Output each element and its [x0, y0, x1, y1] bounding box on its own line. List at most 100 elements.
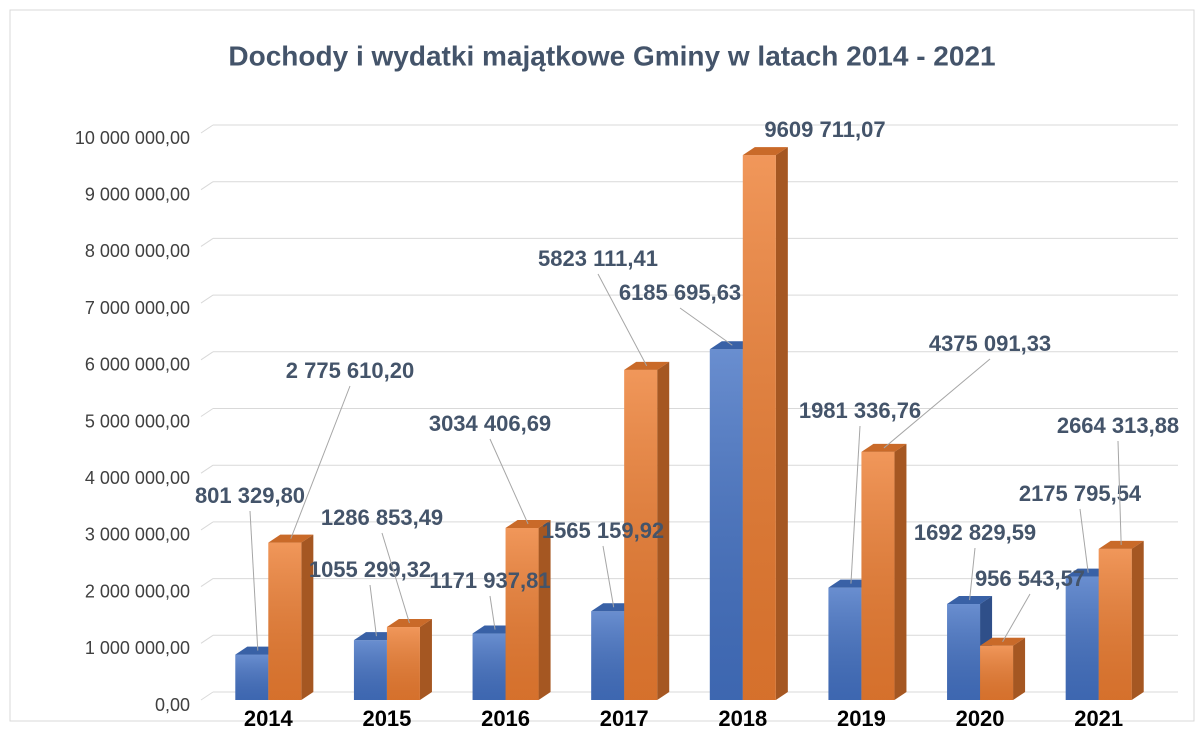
bar-side — [657, 361, 670, 700]
bar-side-shade — [657, 361, 670, 700]
bar-front-shade — [268, 542, 302, 700]
leader-line — [489, 595, 496, 630]
x-tick-label: 2016 — [481, 706, 530, 731]
y-tick-label: 6 000 000,00 — [85, 355, 190, 375]
bar-side-shade — [775, 147, 788, 700]
bar-side-shade — [894, 443, 907, 700]
bar-side-shade — [419, 619, 432, 700]
leader-line — [290, 385, 351, 539]
x-tick-label: 2019 — [837, 706, 886, 731]
bar-front-shade — [947, 604, 981, 700]
data-label: 4375 091,33 — [929, 331, 1051, 356]
bar-side — [1013, 637, 1026, 700]
bar-front-shade — [235, 654, 269, 700]
leader-line — [969, 547, 976, 601]
x-tick-label: 2021 — [1074, 706, 1123, 731]
y-tick-label: 7 000 000,00 — [85, 298, 190, 318]
bar-front-shade — [742, 155, 776, 700]
bar-front-shade — [1065, 576, 1099, 700]
data-label: 1981 336,76 — [799, 398, 921, 423]
bar-front-shade — [624, 369, 658, 700]
bar-side-shade — [1013, 637, 1026, 700]
y-tick-label: 4 000 000,00 — [85, 468, 190, 488]
grid-line — [200, 408, 214, 417]
y-tick-label: 10 000 000,00 — [75, 128, 190, 148]
bar-top — [742, 147, 788, 156]
bar — [624, 361, 670, 700]
bar-side — [894, 443, 907, 700]
bar-front-shade — [353, 640, 387, 700]
data-label: 2664 313,88 — [1057, 413, 1179, 438]
x-tick-label: 2020 — [956, 706, 1005, 731]
bar-side — [419, 619, 432, 700]
grid-line — [200, 237, 214, 247]
grid-line — [200, 124, 214, 134]
y-tick-label: 8 000 000,00 — [85, 241, 190, 261]
bar-side-shade — [1131, 540, 1144, 700]
y-tick-label: 9 000 000,00 — [85, 184, 190, 204]
bar — [505, 519, 551, 700]
data-label: 1692 829,59 — [914, 520, 1036, 545]
data-label: 1565 159,92 — [542, 518, 664, 543]
data-label: 2175 795,54 — [1019, 481, 1142, 506]
grid-line — [200, 181, 214, 191]
bar — [1098, 540, 1144, 700]
grid-line — [200, 464, 214, 474]
data-label: 5823 111,41 — [538, 246, 658, 271]
bar-side — [301, 534, 314, 700]
data-label: 956 543,57 — [975, 566, 1085, 591]
y-tick-label: 3 000 000,00 — [85, 525, 190, 545]
bar — [386, 619, 432, 700]
bar-top-shade — [742, 147, 788, 156]
bar-side — [1131, 540, 1144, 700]
y-tick-label: 5 000 000,00 — [85, 411, 190, 431]
x-tick-label: 2014 — [244, 706, 294, 731]
bar-front-shade — [1098, 548, 1132, 700]
leader-line — [1117, 440, 1122, 545]
leader-line — [369, 584, 377, 637]
data-label: 2 775 610,20 — [286, 358, 414, 383]
grid-line — [200, 578, 214, 588]
leader-line — [602, 545, 615, 608]
bar — [980, 637, 1026, 700]
grid-line — [200, 634, 214, 644]
bar-side — [538, 519, 551, 700]
data-label: 1286 853,49 — [321, 505, 443, 530]
bar-side-shade — [538, 519, 551, 700]
grid-line — [200, 294, 214, 304]
leader-line — [489, 438, 529, 525]
bar-side — [775, 147, 788, 700]
bar-front-shade — [472, 633, 506, 700]
bar-front-shade — [861, 451, 895, 700]
bar-front-shade — [386, 627, 420, 700]
data-label: 801 329,80 — [195, 483, 305, 508]
leader-line — [850, 425, 861, 584]
bar-front-shade — [505, 527, 539, 700]
leader-line — [1079, 508, 1089, 573]
grid-line — [200, 351, 214, 361]
x-tick-label: 2015 — [362, 706, 411, 731]
grid-line — [200, 521, 214, 531]
chart-title: Dochody i wydatki majątkowe Gminy w lata… — [228, 40, 995, 71]
leader-line — [381, 532, 410, 624]
bar-side-shade — [301, 534, 314, 700]
leader-line — [249, 510, 259, 651]
x-tick-label: 2017 — [600, 706, 649, 731]
data-label: 6185 695,63 — [619, 280, 741, 305]
data-label: 1055 299,32 — [309, 557, 431, 582]
bar-front-shade — [980, 645, 1014, 700]
y-tick-label: 2 000 000,00 — [85, 581, 190, 601]
y-tick-label: 1 000 000,00 — [85, 638, 190, 658]
y-tick-label: 0,00 — [155, 695, 190, 715]
data-label: 1171 937,81 — [429, 568, 550, 593]
x-tick-label: 2018 — [718, 706, 767, 731]
grid-line — [200, 691, 214, 701]
leader-line — [883, 358, 991, 449]
bar-front-shade — [709, 349, 743, 700]
bar-front-shade — [828, 587, 862, 700]
data-label: 3034 406,69 — [429, 411, 551, 436]
bar — [742, 147, 788, 700]
leader-line — [679, 307, 733, 346]
bar-front-shade — [591, 611, 625, 700]
